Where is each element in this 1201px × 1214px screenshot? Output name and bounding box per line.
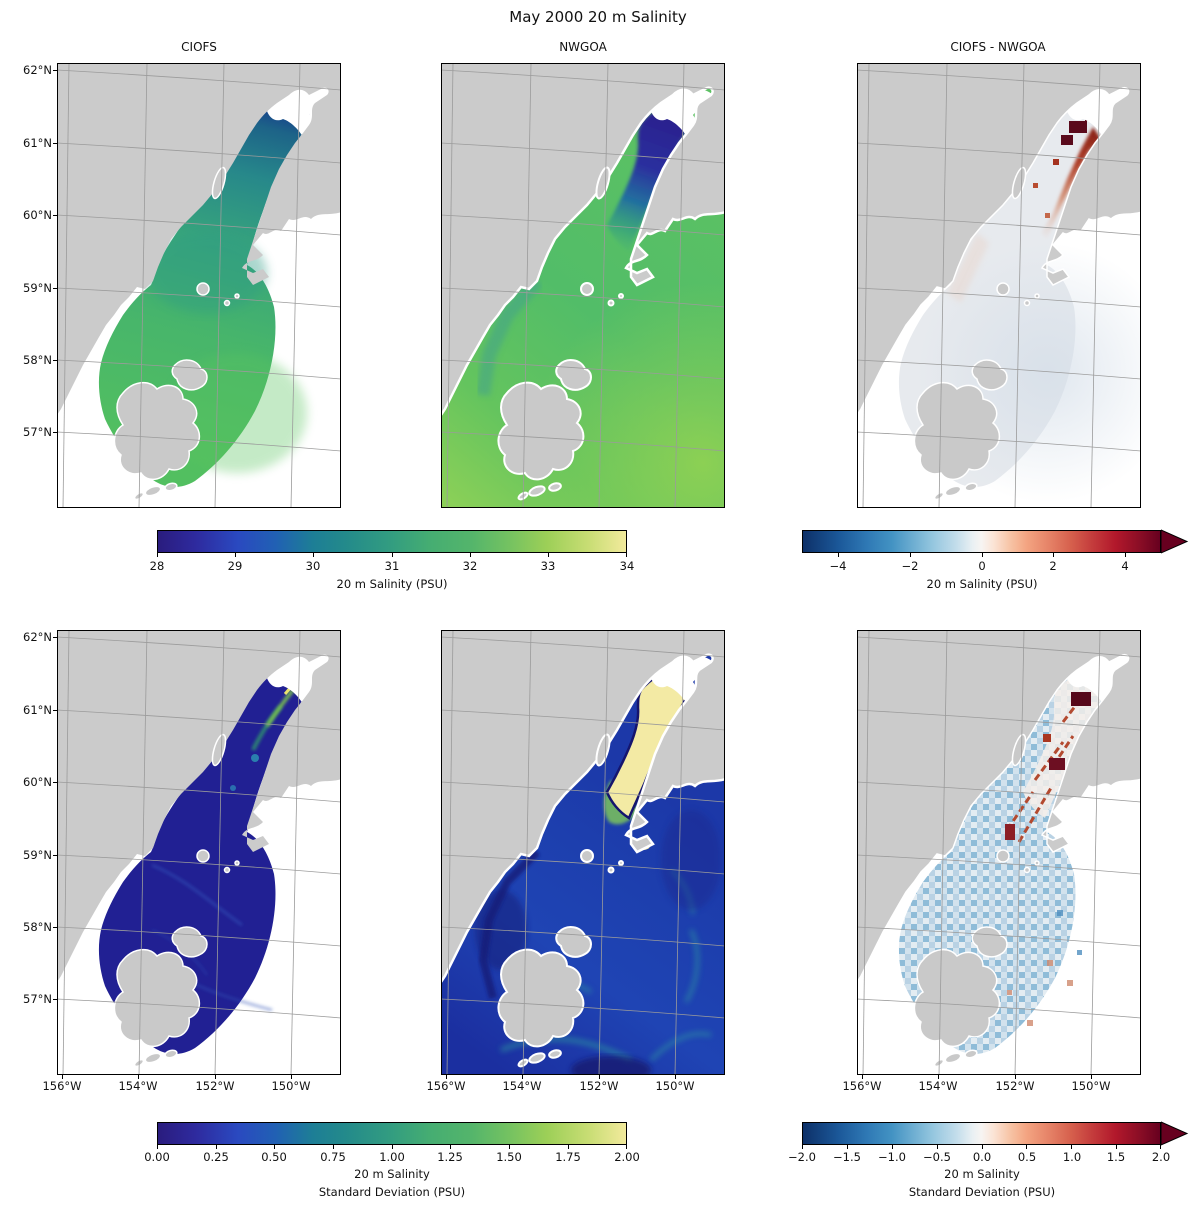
cb4-tick: 1.5 (1106, 1150, 1126, 1164)
colorbar-std-mean (157, 1122, 627, 1145)
cb4-axis-label-line2: Standard Deviation (PSU) (908, 1185, 1056, 1199)
cb3-tick: 1.00 (379, 1150, 405, 1164)
cb3-tick: 0.50 (261, 1150, 287, 1164)
lon-tick-label: 154°W (502, 1079, 542, 1093)
colorbar-salinity-mean (157, 530, 627, 553)
lon-tick-label: 156°W (42, 1079, 82, 1093)
lat-tick-label: 57°N (23, 992, 52, 1006)
colorbar-extend-arrow (1161, 529, 1189, 554)
cb3-tick: 1.50 (496, 1150, 522, 1164)
cb1-tick: 28 (149, 559, 165, 573)
lon-tick-label: 156°W (842, 1079, 882, 1093)
cb4-tick: −2.0 (788, 1150, 816, 1164)
lat-tick-label: 62°N (23, 630, 52, 644)
lon-tick-label: 152°W (579, 1079, 619, 1093)
lat-tick-label: 59°N (23, 848, 52, 862)
cb2-axis-label: 20 m Salinity (PSU) (926, 577, 1038, 591)
lon-tick-label: 152°W (995, 1079, 1035, 1093)
cb1-tick: 29 (227, 559, 243, 573)
lat-tick-label: 57°N (23, 425, 52, 439)
cb3-tick: 0.75 (320, 1150, 346, 1164)
cb4-tick: −1.0 (878, 1150, 906, 1164)
lon-tick-label: 150°W (1071, 1079, 1111, 1093)
cb1-tick: 33 (540, 559, 556, 573)
map-panel-diff-std (857, 630, 1141, 1075)
colorbar-extend-arrow (1161, 1121, 1189, 1146)
cb1-tick: 34 (619, 559, 635, 573)
cb4-tick: 1.0 (1062, 1150, 1082, 1164)
map-panel-ciofs-mean (57, 63, 341, 508)
cb1-tick: 32 (462, 559, 478, 573)
lat-tick-label: 58°N (23, 920, 52, 934)
cb3-tick: 1.75 (555, 1150, 581, 1164)
cb3-axis-label-line2: Standard Deviation (PSU) (318, 1185, 466, 1199)
lat-tick-label: 60°N (23, 775, 52, 789)
lon-tick-label: 154°W (918, 1079, 958, 1093)
map-panel-ciofs-std (57, 630, 341, 1075)
colorbar-std-diff (802, 1122, 1161, 1145)
map-panel-diff-mean (857, 63, 1141, 508)
cb3-tick: 2.00 (614, 1150, 640, 1164)
panel-title-nwgoa-mean: NWGOA (559, 40, 607, 54)
map-panel-nwgoa-mean (441, 63, 725, 508)
lon-tick-label: 150°W (655, 1079, 695, 1093)
cb4-tick: 0.0 (972, 1150, 992, 1164)
lat-tick-label: 62°N (23, 63, 52, 77)
lon-tick-label: 154°W (118, 1079, 158, 1093)
lat-tick-label: 61°N (23, 136, 52, 150)
panel-title-diff-mean: CIOFS - NWGOA (950, 40, 1046, 54)
figure-title: May 2000 20 m Salinity (509, 8, 687, 26)
cb3-tick: 0.00 (144, 1150, 170, 1164)
map-panel-nwgoa-std (441, 630, 725, 1075)
cb1-axis-label: 20 m Salinity (PSU) (336, 577, 448, 591)
cb3-axis-label-line1: 20 m Salinity (354, 1167, 430, 1181)
cb1-tick: 31 (384, 559, 400, 573)
cb2-tick: 2 (1049, 559, 1057, 573)
cb2-tick: 0 (978, 559, 986, 573)
cb3-tick: 0.25 (203, 1150, 229, 1164)
lat-tick-label: 60°N (23, 208, 52, 222)
cb2-tick: −4 (829, 559, 847, 573)
panel-title-ciofs-mean: CIOFS (181, 40, 217, 54)
colorbar-salinity-diff (802, 530, 1161, 553)
cb1-tick: 30 (305, 559, 321, 573)
lat-tick-label: 61°N (23, 703, 52, 717)
cb4-tick: −1.5 (833, 1150, 861, 1164)
lon-tick-label: 150°W (271, 1079, 311, 1093)
lat-tick-label: 58°N (23, 353, 52, 367)
cb4-axis-label-line1: 20 m Salinity (944, 1167, 1020, 1181)
cb3-tick: 1.25 (437, 1150, 463, 1164)
cb2-tick: −2 (901, 559, 919, 573)
lon-tick-label: 156°W (426, 1079, 466, 1093)
lon-tick-label: 152°W (195, 1079, 235, 1093)
cb4-tick: 2.0 (1151, 1150, 1171, 1164)
cb4-tick: −0.5 (923, 1150, 951, 1164)
lat-tick-label: 59°N (23, 281, 52, 295)
cb4-tick: 0.5 (1017, 1150, 1037, 1164)
cb2-tick: 4 (1121, 559, 1129, 573)
